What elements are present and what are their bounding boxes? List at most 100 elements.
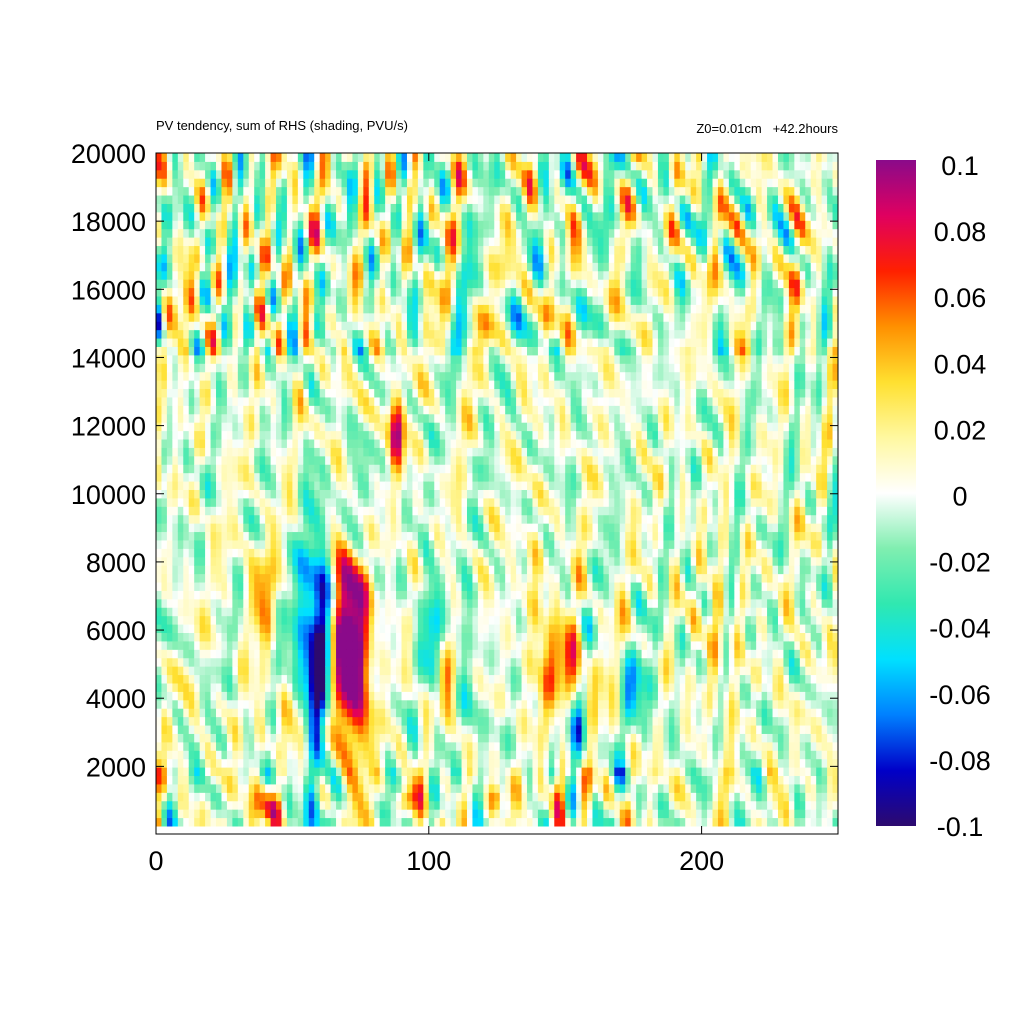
heatmap-cell [363, 270, 370, 280]
heatmap-cell [483, 405, 490, 415]
heatmap-cell [166, 203, 173, 213]
heatmap-cell [336, 632, 343, 642]
heatmap-cell [232, 312, 239, 322]
heatmap-cell [330, 809, 337, 819]
heatmap-cell [270, 464, 277, 474]
heatmap-cell [368, 304, 375, 314]
heatmap-cell [259, 539, 266, 549]
heatmap-cell [477, 439, 484, 448]
heatmap-cell [243, 253, 250, 263]
heatmap-cell [374, 708, 381, 718]
heatmap-cell [319, 422, 326, 432]
heatmap-cell [401, 287, 408, 297]
heatmap-cell [286, 354, 293, 364]
heatmap-cell [265, 817, 272, 827]
heatmap-cell [385, 733, 392, 743]
heatmap-cell [396, 304, 403, 314]
heatmap-cell [456, 439, 463, 448]
heatmap-cell [363, 253, 370, 263]
heatmap-cell [450, 186, 457, 196]
heatmap-cell [401, 237, 408, 247]
heatmap-cell [232, 548, 239, 558]
heatmap-cell [177, 590, 184, 600]
heatmap-cell [368, 775, 375, 785]
heatmap-cell [259, 245, 266, 255]
heatmap-cell [461, 279, 468, 289]
heatmap-cell [216, 624, 222, 634]
heatmap-cell [237, 464, 244, 474]
heatmap-cell [292, 481, 299, 490]
heatmap-cell [450, 733, 457, 743]
heatmap-cell [243, 565, 250, 575]
heatmap-cell [166, 388, 173, 398]
heatmap-cell [259, 758, 266, 768]
heatmap-cell [319, 405, 326, 415]
heatmap-cell [270, 699, 277, 709]
heatmap-cell [456, 178, 463, 188]
heatmap-cell [303, 548, 310, 558]
heatmap-cell [259, 657, 266, 667]
heatmap-cell [161, 767, 168, 777]
heatmap-cell [336, 489, 343, 499]
heatmap-cell [314, 809, 321, 819]
heatmap-cell [445, 531, 452, 541]
heatmap-cell [205, 514, 212, 524]
heatmap-cell [308, 573, 315, 583]
heatmap-cell [390, 296, 397, 305]
heatmap-cell [270, 237, 277, 247]
heatmap-cell [297, 396, 304, 406]
heatmap-cell [472, 447, 479, 457]
heatmap-cell [423, 237, 430, 247]
heatmap-cell [423, 169, 430, 179]
heatmap-cell [325, 481, 332, 490]
heatmap-cell [188, 447, 195, 457]
heatmap-cell [488, 682, 495, 692]
heatmap-cell [341, 783, 348, 793]
heatmap-cell [483, 253, 490, 263]
heatmap-cell [352, 733, 359, 743]
heatmap-cell [439, 716, 446, 726]
heatmap-cell [183, 253, 190, 263]
heatmap-cell [161, 716, 168, 726]
heatmap-cell [417, 573, 424, 583]
heatmap-cell [439, 582, 446, 591]
heatmap-cell [374, 582, 381, 591]
heatmap-cell [346, 422, 353, 432]
heatmap-cell [259, 792, 266, 802]
heatmap-cell [385, 598, 392, 608]
heatmap-cell [336, 396, 343, 406]
heatmap-cell [297, 565, 304, 575]
heatmap-cell [177, 178, 184, 188]
heatmap-cell [161, 750, 168, 760]
heatmap-cell [314, 153, 321, 162]
heatmap-cell [177, 531, 184, 541]
heatmap-cell [281, 539, 288, 549]
heatmap-cell [226, 792, 233, 802]
heatmap-cell [156, 312, 162, 322]
heatmap-cell [352, 725, 359, 734]
heatmap-cell [156, 531, 162, 541]
heatmap-cell [363, 565, 370, 575]
heatmap-cell [341, 800, 348, 810]
heatmap-cell [281, 649, 288, 659]
heatmap-cell [177, 245, 184, 255]
heatmap-cell [161, 598, 168, 608]
heatmap-cell [456, 682, 463, 692]
heatmap-cell [210, 279, 217, 289]
heatmap-cell [177, 439, 184, 448]
heatmap-cell [385, 228, 392, 238]
heatmap-cell [461, 220, 468, 230]
heatmap-cell [341, 548, 348, 558]
heatmap-cell [319, 464, 326, 474]
heatmap-cell [259, 422, 266, 432]
heatmap-cell [281, 615, 288, 625]
heatmap-cell [439, 523, 446, 533]
heatmap-cell [177, 640, 184, 650]
heatmap-cell [188, 523, 195, 533]
heatmap-cell [156, 590, 162, 600]
heatmap-cell [390, 632, 397, 642]
heatmap-cell [461, 413, 468, 423]
heatmap-cell [417, 304, 424, 314]
heatmap-cell [472, 725, 479, 734]
heatmap-cell [472, 270, 479, 280]
